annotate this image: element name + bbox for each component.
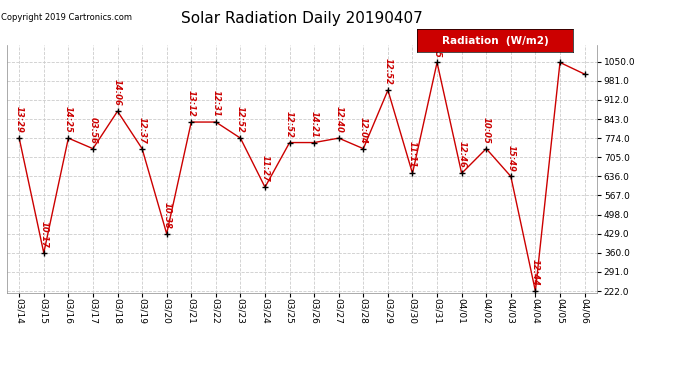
Text: 12:25: 12:25 <box>433 31 442 57</box>
Text: 10:05: 10:05 <box>482 117 491 144</box>
Text: Copyright 2019 Cartronics.com: Copyright 2019 Cartronics.com <box>1 13 132 22</box>
Text: 12:46: 12:46 <box>457 141 466 168</box>
Text: 10:17: 10:17 <box>39 221 48 248</box>
Text: 11:11: 11:11 <box>408 141 417 168</box>
Text: 12:52: 12:52 <box>384 58 393 85</box>
Text: 10:38: 10:38 <box>162 202 171 229</box>
Text: 12:44: 12:44 <box>531 259 540 286</box>
Text: 14:06: 14:06 <box>113 80 122 106</box>
Text: 13:29: 13:29 <box>14 106 23 133</box>
Text: 12:31: 12:31 <box>211 90 220 117</box>
Text: 12:04: 12:04 <box>359 117 368 144</box>
Text: 14:21: 14:21 <box>310 111 319 138</box>
Text: 13:12: 13:12 <box>187 90 196 117</box>
Text: 12:52: 12:52 <box>236 106 245 133</box>
Text: 14:25: 14:25 <box>64 106 73 133</box>
Text: 15:49: 15:49 <box>506 144 515 171</box>
Text: 03:56: 03:56 <box>88 117 97 144</box>
Text: 12:37: 12:37 <box>137 117 146 144</box>
Text: 12:52: 12:52 <box>285 111 294 138</box>
Title: Solar Radiation Daily 20190407: Solar Radiation Daily 20190407 <box>181 11 423 26</box>
Text: 12:40: 12:40 <box>334 106 343 133</box>
Text: 11:27: 11:27 <box>261 155 270 182</box>
